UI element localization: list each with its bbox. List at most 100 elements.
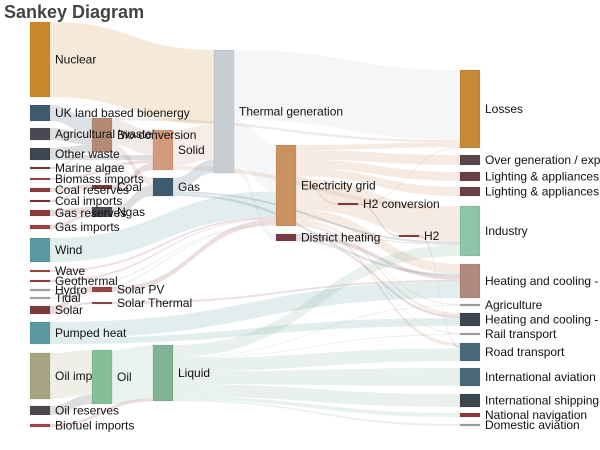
sankey-node-agriculture[interactable]	[459, 303, 481, 307]
sankey-node-label-h2: H2	[424, 229, 440, 243]
sankey-node-label-other_waste: Other waste	[55, 147, 120, 161]
sankey-node-h2[interactable]	[398, 234, 420, 238]
sankey-node-liquid[interactable]	[152, 344, 174, 402]
sankey-node-wave[interactable]	[29, 269, 51, 273]
sankey-node-lighting_1[interactable]	[459, 171, 481, 182]
sankey-link-biomass_imports-to-solid	[50, 160, 153, 180]
sankey-node-national_navigation[interactable]	[459, 412, 481, 418]
sankey-link-thermal_generation-to-district_heating	[234, 166, 276, 241]
sankey-link-liquid-to-domestic_aviation	[173, 399, 460, 426]
sankey-node-international_shipping[interactable]	[459, 393, 481, 408]
sankey-node-geothermal[interactable]	[29, 279, 51, 283]
sankey-node-hydro[interactable]	[29, 288, 51, 292]
sankey-node-coal_imports[interactable]	[29, 199, 51, 203]
sankey-node-label-nuclear: Nuclear	[55, 53, 96, 67]
sankey-link-electricity_grid-to-h2_conversion	[296, 176, 338, 205]
sankey-link-hydro-to-electricity_grid	[50, 224, 276, 291]
sankey-link-bio_conversion-to-liquid	[112, 151, 153, 346]
sankey-node-gas_imports[interactable]	[29, 224, 51, 230]
sankey-node-label-liquid: Liquid	[178, 366, 210, 380]
sankey-node-coal_reserves[interactable]	[29, 187, 51, 193]
sankey-node-district_heating[interactable]	[275, 233, 297, 242]
sankey-node-bio_conversion[interactable]	[91, 117, 113, 153]
sankey-node-biomass_imports[interactable]	[29, 177, 51, 181]
sankey-link-pumped_heat-to-heating_2	[50, 318, 460, 344]
sankey-node-label-tidal: Tidal	[55, 291, 81, 305]
sankey-node-label-international_shipping: International shipping	[485, 394, 599, 408]
sankey-link-tidal-to-electricity_grid	[50, 225, 276, 299]
sankey-node-rail_transport[interactable]	[459, 332, 481, 336]
sankey-node-oil_reserves[interactable]	[29, 405, 51, 416]
sankey-node-nuclear[interactable]	[29, 21, 51, 98]
sankey-link-bio_conversion-to-losses	[112, 118, 460, 143]
sankey-node-label-thermal_generation: Thermal generation	[239, 105, 343, 119]
sankey-node-losses[interactable]	[459, 69, 481, 149]
sankey-node-gas_reserves[interactable]	[29, 209, 51, 217]
sankey-node-label-heating_2: Heating and cooling -	[485, 313, 598, 327]
sankey-node-road_transport[interactable]	[459, 342, 481, 362]
sankey-node-electricity_grid[interactable]	[275, 144, 297, 227]
sankey-node-label-lighting_1: Lighting & appliances	[485, 170, 599, 184]
sankey-node-gas[interactable]	[152, 177, 174, 197]
sankey-link-electricity_grid-to-over_generation	[296, 150, 460, 165]
sankey-node-oil_imports[interactable]	[29, 352, 51, 400]
sankey-node-label-biomass_imports: Biomass imports	[55, 172, 144, 186]
sankey-node-industry[interactable]	[459, 205, 481, 257]
sankey-node-label-solar_pv: Solar PV	[117, 283, 164, 297]
sankey-node-domestic_aviation[interactable]	[459, 423, 481, 427]
sankey-node-uk_bio[interactable]	[29, 104, 51, 122]
sankey-link-liquid-to-national_navigation	[173, 396, 460, 417]
sankey-node-other_waste[interactable]	[29, 147, 51, 161]
sankey-link-district_heating-to-heating_1	[296, 234, 460, 280]
sankey-node-ngas[interactable]	[91, 206, 113, 218]
sankey-node-solar[interactable]	[29, 305, 51, 315]
sankey-node-solid[interactable]	[152, 129, 174, 171]
sankey-link-liquid-to-rail_transport	[173, 333, 460, 359]
sankey-node-agri_waste[interactable]	[29, 127, 51, 141]
sankey-node-over_generation[interactable]	[459, 154, 481, 166]
sankey-node-label-solar_thermal: Solar Thermal	[117, 296, 192, 310]
sankey-link-electricity_grid-to-industry	[296, 178, 460, 242]
sankey-node-international_aviation[interactable]	[459, 367, 481, 387]
sankey-node-label-oil: Oil	[117, 370, 132, 384]
sankey-link-biofuel_imports-to-liquid	[50, 398, 153, 427]
sankey-node-heating_1[interactable]	[459, 263, 481, 299]
nodes-layer	[29, 21, 481, 428]
sankey-node-h2_conversion[interactable]	[337, 202, 359, 206]
sankey-link-electricity_grid-to-losses	[296, 142, 460, 151]
sankey-link-pumped_heat-to-heating_1	[50, 281, 460, 339]
sankey-node-label-pumped_heat: Pumped heat	[55, 326, 127, 340]
sankey-node-label-agriculture: Agriculture	[485, 298, 543, 312]
labels-layer: Nuclear UK land based bioenergy Agricultur…	[55, 53, 600, 433]
sankey-node-heating_2[interactable]	[459, 312, 481, 327]
sankey-node-marine_algae[interactable]	[29, 166, 51, 170]
sankey-node-lighting_2[interactable]	[459, 186, 481, 197]
sankey-link-h2-to-road_transport	[419, 235, 460, 349]
sankey-node-label-electricity_grid: Electricity grid	[301, 179, 376, 193]
chart-title: Sankey Diagram	[4, 2, 145, 22]
sankey-node-coal[interactable]	[91, 184, 113, 190]
sankey-node-biofuel_imports[interactable]	[29, 423, 51, 428]
sankey-link-electricity_grid-to-road_transport	[296, 222, 460, 347]
sankey-node-label-rail_transport: Rail transport	[485, 327, 557, 341]
sankey-node-label-oil_imports: Oil imp	[55, 369, 93, 383]
sankey-node-tidal[interactable]	[29, 296, 51, 300]
sankey-link-coal_reserves-to-coal	[50, 185, 92, 192]
sankey-node-label-solid: Solid	[178, 143, 205, 157]
sankey-link-gas-to-thermal_generation	[173, 159, 214, 192]
sankey-node-label-ngas: Ngas	[117, 205, 145, 219]
sankey-link-gas_reserves-to-ngas	[50, 207, 92, 216]
sankey-node-pumped_heat[interactable]	[29, 321, 51, 345]
sankey-node-label-wind: Wind	[55, 243, 82, 257]
sankey-node-label-wave: Wave	[55, 264, 86, 278]
sankey-link-agri_waste-to-bio_conversion	[50, 128, 92, 145]
sankey-link-district_heating-to-industry	[296, 234, 460, 245]
sankey-node-label-geothermal: Geothermal	[55, 274, 118, 288]
sankey-node-solar_pv[interactable]	[91, 286, 113, 293]
sankey-node-oil[interactable]	[91, 349, 113, 405]
sankey-link-liquid-to-industry	[173, 244, 460, 357]
sankey-node-thermal_generation[interactable]	[213, 49, 235, 174]
sankey-link-solid-to-thermal_generation	[173, 124, 214, 166]
sankey-node-solar_thermal[interactable]	[91, 301, 113, 305]
sankey-node-wind[interactable]	[29, 237, 51, 263]
